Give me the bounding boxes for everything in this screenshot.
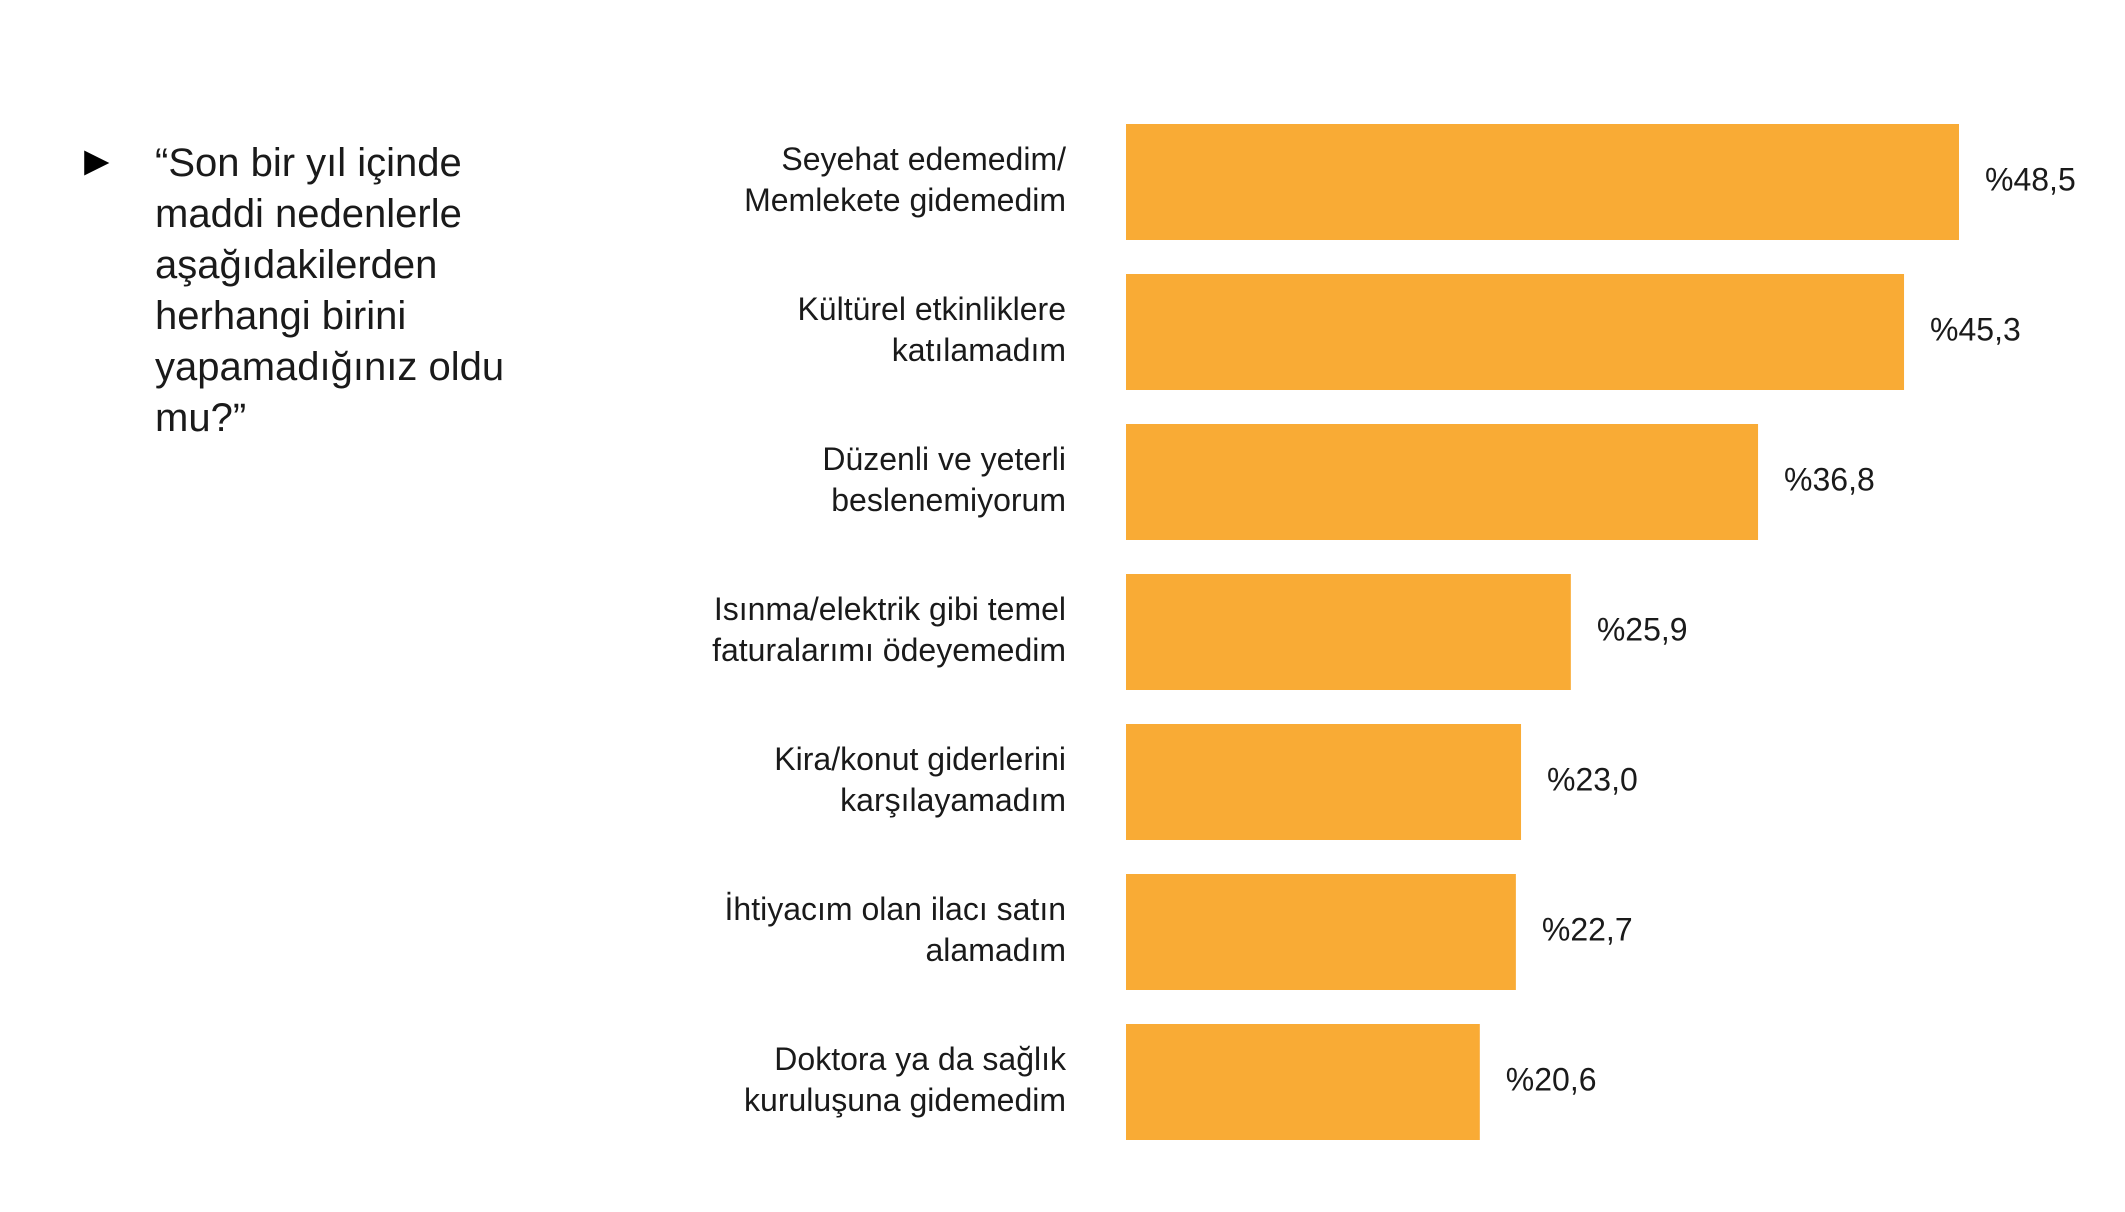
value-label-7: %20,6 (1506, 1061, 1597, 1097)
value-label-2: %45,3 (1930, 311, 2021, 347)
category-label-line: Kültürel etkinliklere (797, 291, 1066, 327)
category-label-line: faturalarımı ödeyemedim (712, 632, 1066, 668)
bar-1 (1126, 124, 1959, 240)
question-text: “Son bir yıl içinde maddi nedenlerle aşa… (155, 141, 505, 440)
category-label-line: kuruluşuna gidemedim (744, 1082, 1066, 1118)
category-label-line: katılamadım (892, 332, 1066, 368)
bullet-arrow-icon: ► (76, 137, 118, 184)
category-label-5: Kira/konut giderlerini karşılayamadım (774, 741, 1066, 818)
category-label-line: Memlekete gidemedim (744, 182, 1066, 218)
value-label-6: %22,7 (1542, 911, 1633, 947)
category-label-6: İhtiyacım olan ilacı satın alamadım (725, 891, 1066, 968)
bar-3 (1126, 424, 1759, 540)
category-label-1: Seyehat edemedim/Memlekete gidemedim (744, 141, 1066, 218)
category-label-line: İhtiyacım olan ilacı satın (725, 891, 1066, 927)
bar-2 (1126, 274, 1905, 390)
category-label-line: Düzenli ve yeterli (822, 441, 1066, 477)
value-label-3: %36,8 (1784, 461, 1875, 497)
category-label-2: Kültürel etkinliklere katılamadım (797, 291, 1066, 368)
category-label-3: Düzenli ve yeterli beslenemiyorum (822, 441, 1066, 518)
value-label-5: %23,0 (1547, 761, 1638, 797)
value-label-1: %48,5 (1985, 161, 2076, 197)
category-label-line: Kira/konut giderlerini (774, 741, 1066, 777)
bar-7 (1126, 1024, 1480, 1140)
category-label-line: alamadım (926, 932, 1067, 968)
bar-6 (1126, 874, 1516, 990)
category-label-7: Doktora ya da sağlık kuruluşuna gidemedim (744, 1041, 1067, 1118)
category-label-line: karşılayamadım (840, 782, 1066, 818)
category-label-line: Isınma/elektrik gibi temel (714, 591, 1066, 627)
value-label-4: %25,9 (1597, 611, 1688, 647)
category-label-4: Isınma/elektrik gibi temel faturalarımı ö… (712, 591, 1066, 668)
category-label-line: Seyehat edemedim/ (781, 141, 1066, 177)
category-label-line: Doktora ya da sağlık (774, 1041, 1067, 1077)
bar-4 (1126, 574, 1571, 690)
bar-5 (1126, 724, 1522, 840)
category-label-line: beslenemiyorum (831, 482, 1066, 518)
